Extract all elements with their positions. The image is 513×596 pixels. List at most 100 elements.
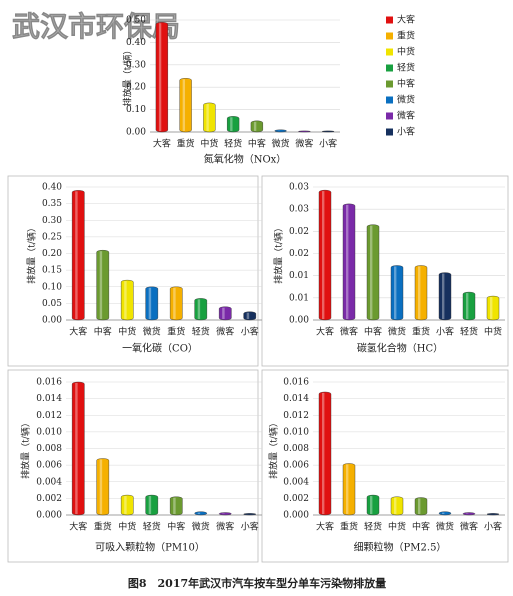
bar xyxy=(438,272,452,321)
chart-title: 碳氢化合物（HC） xyxy=(357,342,443,355)
bar-highlight xyxy=(99,251,103,319)
legend-swatch xyxy=(386,16,393,24)
y-tick-label: 0.00 xyxy=(289,316,309,326)
bar xyxy=(366,224,380,321)
x-tick-label: 大客 xyxy=(69,326,87,338)
bar xyxy=(145,494,159,516)
bar-highlight xyxy=(370,225,373,319)
bar xyxy=(71,190,85,321)
x-tick-label: 中客 xyxy=(364,326,382,338)
bar xyxy=(243,513,257,516)
bar xyxy=(145,286,159,321)
x-tick-label: 轻货 xyxy=(143,521,161,533)
x-tick-label: 中货 xyxy=(118,326,136,338)
y-tick-label: 0.004 xyxy=(283,477,309,487)
bar xyxy=(194,298,208,321)
y-tick-label: 0.02 xyxy=(289,227,309,237)
y-tick-label: 0.10 xyxy=(126,105,146,115)
y-tick-label: 0.02 xyxy=(289,249,309,259)
x-tick-label: 轻货 xyxy=(364,521,382,533)
bar xyxy=(71,381,85,516)
y-tick-label: 0.01 xyxy=(289,271,309,281)
bar-highlight xyxy=(466,293,469,319)
x-tick-label: 微客 xyxy=(295,138,313,150)
bar xyxy=(250,120,264,133)
bar xyxy=(390,265,404,321)
bar xyxy=(96,249,110,321)
y-tick-label: 0.10 xyxy=(42,282,62,292)
y-tick-label: 0.012 xyxy=(36,411,62,421)
bar-highlight xyxy=(370,496,373,514)
bar xyxy=(298,130,311,133)
bar xyxy=(366,494,380,516)
x-tick-label: 微货 xyxy=(388,326,406,338)
x-tick-label: 微货 xyxy=(192,521,210,533)
y-tick-label: 0.012 xyxy=(283,411,309,421)
x-tick-label: 大客 xyxy=(316,326,334,338)
y-tick-label: 0.008 xyxy=(36,444,62,454)
panel-frame xyxy=(261,369,509,563)
bar xyxy=(120,494,134,516)
x-tick-label: 重货 xyxy=(94,521,112,533)
x-tick-label: 微货 xyxy=(143,326,161,338)
bar-highlight xyxy=(418,266,421,319)
bar-highlight xyxy=(442,512,445,514)
y-tick-label: 0.014 xyxy=(36,394,62,404)
bar-highlight xyxy=(197,512,201,514)
bar xyxy=(342,203,356,321)
x-tick-label: 重货 xyxy=(167,326,185,338)
y-tick-label: 0.000 xyxy=(283,511,309,521)
bar xyxy=(486,295,500,321)
y-tick-label: 0.05 xyxy=(42,299,62,309)
bar xyxy=(318,189,332,321)
y-tick-label: 0.014 xyxy=(283,394,309,404)
bar xyxy=(321,130,335,133)
bar-highlight xyxy=(148,496,152,514)
x-tick-label: 重货 xyxy=(412,326,430,338)
legend-swatch xyxy=(386,96,393,104)
x-tick-label: 中货 xyxy=(484,326,502,338)
bar-highlight xyxy=(75,191,78,319)
y-tick-label: 0.35 xyxy=(42,199,62,209)
panel-frame xyxy=(261,175,509,367)
panel-frame xyxy=(7,175,259,367)
legend-label: 轻货 xyxy=(397,62,415,74)
y-tick-label: 0.30 xyxy=(42,216,62,226)
x-tick-label: 大客 xyxy=(153,138,171,150)
y-tick-label: 0.03 xyxy=(289,205,309,215)
x-tick-label: 微货 xyxy=(436,521,454,533)
legend-swatch xyxy=(386,128,393,136)
x-tick-label: 中客 xyxy=(167,521,185,533)
chart-title: 一氧化碳（CO） xyxy=(122,342,198,355)
bar-highlight xyxy=(322,392,325,514)
x-tick-label: 中客 xyxy=(248,138,266,150)
bar xyxy=(155,22,169,133)
y-tick-label: 0.002 xyxy=(36,494,62,504)
x-tick-label: 大客 xyxy=(316,521,334,533)
legend-swatch xyxy=(386,48,393,56)
y-tick-label: 0.15 xyxy=(42,266,62,276)
bar-highlight xyxy=(124,496,127,514)
legend-label: 中客 xyxy=(397,78,415,90)
x-tick-label: 重货 xyxy=(177,138,195,150)
bar-highlight xyxy=(197,299,201,319)
bar xyxy=(243,311,257,321)
x-tick-label: 中客 xyxy=(412,521,430,533)
y-tick-label: 0.40 xyxy=(42,183,62,193)
x-tick-label: 轻货 xyxy=(224,138,242,150)
bar xyxy=(194,511,208,516)
bar xyxy=(274,129,287,133)
bar-highlight xyxy=(124,281,127,319)
y-tick-label: 0.008 xyxy=(283,444,309,454)
y-tick-label: 0.010 xyxy=(36,427,62,437)
bar xyxy=(390,496,404,516)
y-tick-label: 0.016 xyxy=(36,378,62,388)
legend-label: 微货 xyxy=(397,94,415,106)
bar-highlight xyxy=(75,383,78,514)
y-tick-label: 0.004 xyxy=(36,477,62,487)
legend-swatch xyxy=(386,64,393,72)
bar-highlight xyxy=(253,121,257,131)
caption: 图8 2017年武汉市汽车按车型分单车污染物排放量 xyxy=(128,576,386,590)
x-tick-label: 大客 xyxy=(69,521,87,533)
bar-highlight xyxy=(99,459,103,514)
